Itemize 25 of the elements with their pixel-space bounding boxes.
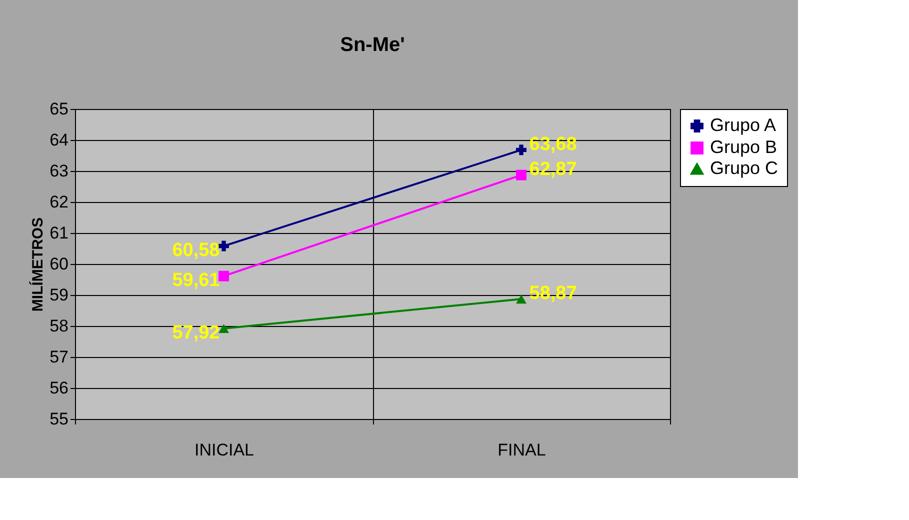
y-tick-label: 63: [50, 162, 68, 180]
y-tick-label: 61: [50, 224, 68, 242]
data-label: 59,61: [172, 270, 220, 292]
point: [516, 170, 526, 180]
y-tick-label: 62: [50, 192, 68, 212]
y-axis-title: MILÍMETROS: [28, 217, 47, 312]
point: [516, 144, 526, 156]
x-tick-label: FINAL: [498, 440, 546, 460]
y-tick-label: 59: [50, 286, 68, 304]
x-tick-label: INICIAL: [194, 440, 254, 460]
y-tick-label: 64: [50, 130, 68, 150]
legend-label: Grupo C: [710, 158, 778, 178]
y-tick-label: 56: [50, 378, 68, 398]
chart-title: Sn-Me': [340, 34, 405, 56]
point: [218, 240, 229, 252]
legend-label: Grupo B: [710, 137, 778, 157]
data-label: 60,58: [172, 240, 220, 262]
y-tick-label: 58: [50, 316, 68, 336]
point: [218, 270, 229, 282]
y-tick-label: 60: [50, 254, 68, 274]
y-tick-label: 55: [50, 410, 68, 428]
y-tick-label: 57: [50, 348, 68, 366]
legend-label: Grupo A: [710, 115, 776, 135]
y-tick-label: 65: [50, 100, 68, 118]
data-label: 57,92: [172, 322, 220, 344]
